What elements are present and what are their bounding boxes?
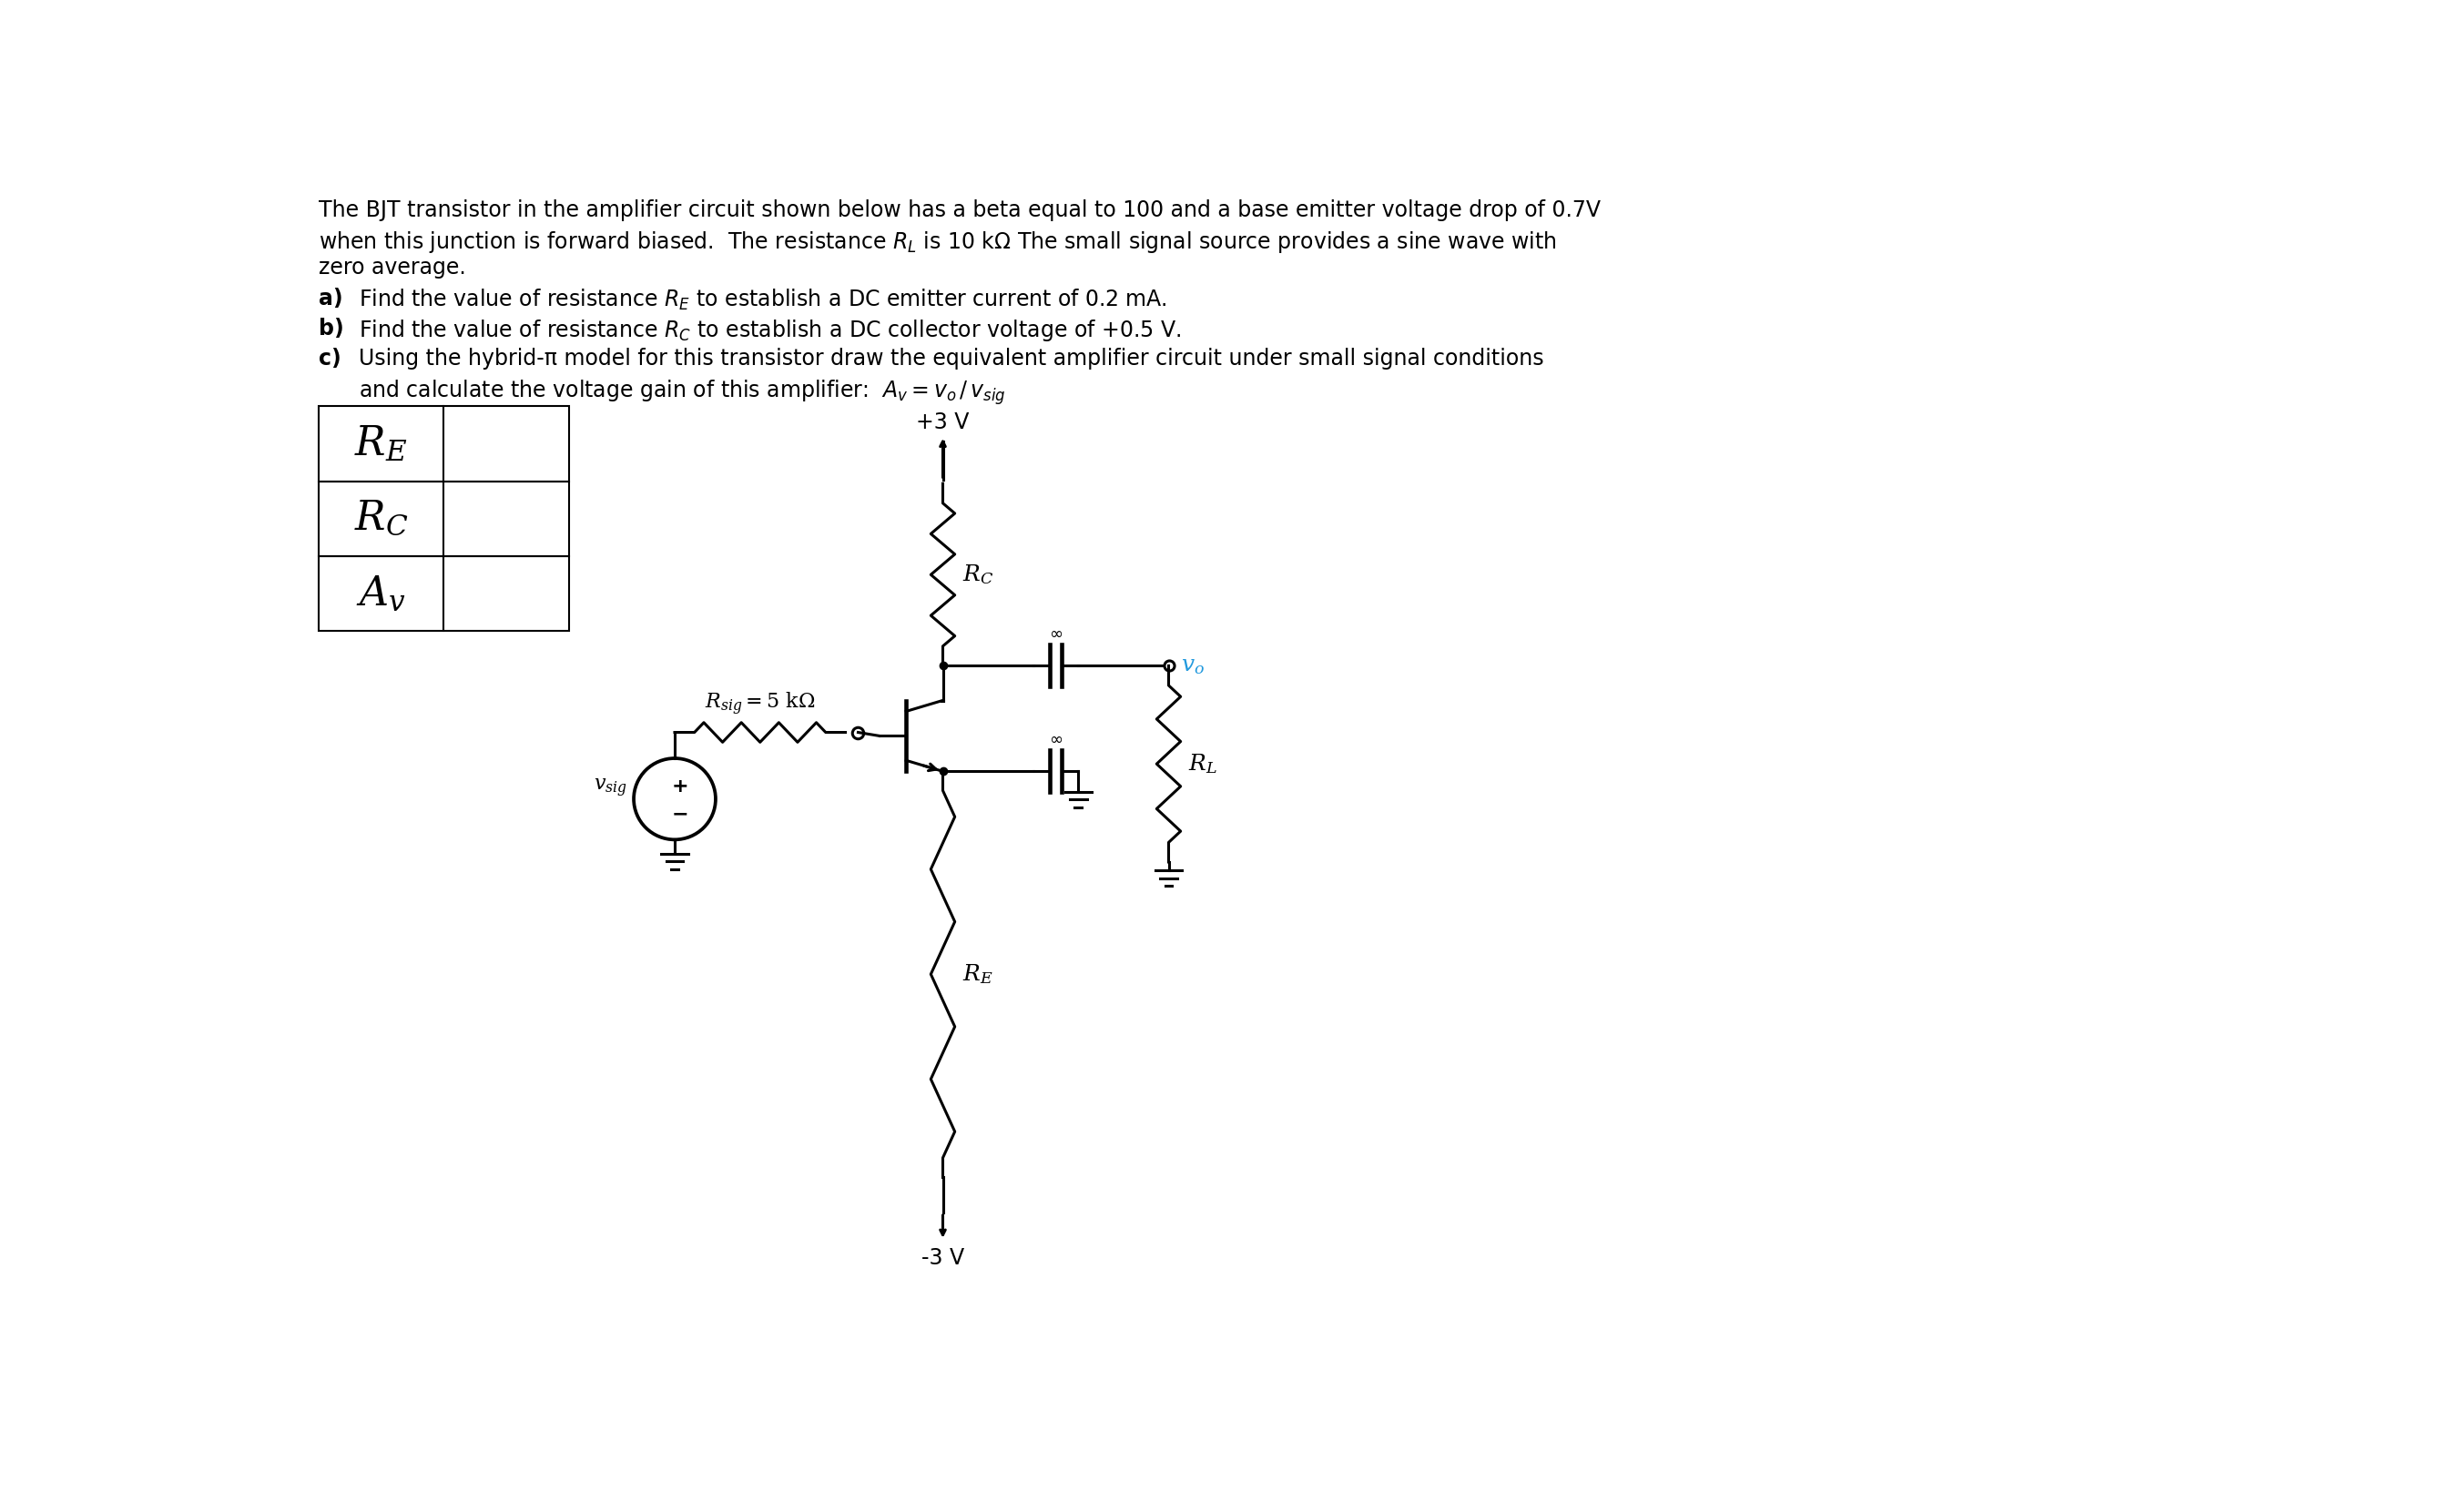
Text: $R_C$: $R_C$ (963, 562, 995, 587)
Text: Using the hybrid-π model for this transistor draw the equivalent amplifier circu: Using the hybrid-π model for this transi… (359, 348, 1544, 369)
Bar (318, 556, 569, 631)
Text: $v_o$: $v_o$ (1182, 655, 1204, 677)
Text: The BJT transistor in the amplifier circuit shown below has a beta equal to 100 : The BJT transistor in the amplifier circ… (318, 200, 1600, 222)
Text: +: + (672, 777, 689, 795)
Text: when this junction is forward biased.  The resistance $R_L$ is 10 kΩ The small s: when this junction is forward biased. Th… (318, 230, 1556, 254)
Text: $R_L$: $R_L$ (1189, 751, 1216, 776)
Text: a): a) (318, 287, 342, 308)
Text: -3 V: -3 V (921, 1247, 965, 1270)
Text: Find the value of resistance $R_C$ to establish a DC collector voltage of +0.5 V: Find the value of resistance $R_C$ to es… (359, 318, 1182, 343)
Text: $v_{sig}$: $v_{sig}$ (593, 777, 628, 800)
Text: +3 V: +3 V (916, 411, 970, 432)
Text: zero average.: zero average. (318, 257, 465, 280)
Text: $A_v$: $A_v$ (357, 573, 406, 614)
Text: and calculate the voltage gain of this amplifier:  $A_v = v_o\,/\,v_{sig}$: and calculate the voltage gain of this a… (359, 378, 1004, 407)
Bar (318, 407, 569, 481)
Bar (318, 481, 569, 556)
Text: c): c) (318, 348, 340, 369)
Text: $\infty$: $\infty$ (1049, 730, 1064, 747)
Text: Find the value of resistance $R_E$ to establish a DC emitter current of 0.2 mA.: Find the value of resistance $R_E$ to es… (359, 287, 1167, 311)
Text: $R_E$: $R_E$ (355, 423, 409, 464)
Text: $R_E$: $R_E$ (963, 963, 992, 986)
Text: b): b) (318, 318, 345, 339)
Text: $\infty$: $\infty$ (1049, 626, 1064, 643)
Text: $R_C$: $R_C$ (355, 499, 409, 538)
Text: $R_{sig} = 5\ \mathrm{k}\Omega$: $R_{sig} = 5\ \mathrm{k}\Omega$ (704, 691, 815, 717)
Text: −: − (672, 806, 689, 824)
